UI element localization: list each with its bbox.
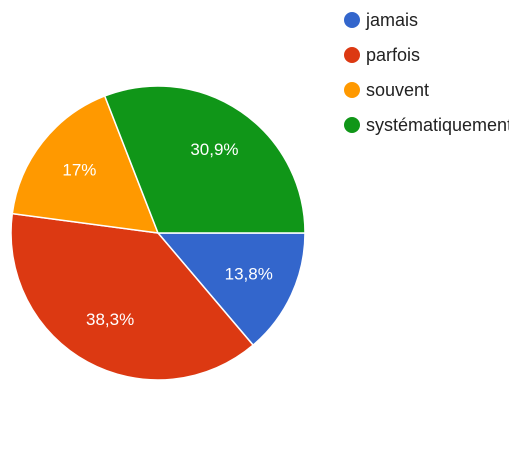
pie-slice-label-systematiquement: 30,9%: [190, 140, 238, 159]
pie-slice-label-jamais: 13,8%: [225, 264, 273, 283]
legend-label-souvent: souvent: [366, 79, 430, 100]
legend-label-parfois: parfois: [366, 44, 421, 65]
legend-swatch-parfois: [344, 47, 360, 63]
pie-slice-label-souvent: 17%: [62, 161, 96, 180]
chart-legend: jamais parfois souvent systématiquement: [344, 8, 509, 137]
pie-slice-labels: 13,8% 38,3% 17% 30,9%: [62, 140, 272, 329]
legend-item-souvent[interactable]: souvent: [344, 78, 509, 102]
pie-slice-parfois[interactable]: [10, 212, 255, 381]
pie-slice-label-parfois: 38,3%: [86, 310, 134, 329]
pie-slices: [10, 85, 306, 381]
legend-item-parfois[interactable]: parfois: [344, 43, 509, 67]
legend-label-jamais: jamais: [366, 9, 419, 30]
legend-swatch-systematiquement: [344, 117, 360, 133]
pie-slice-jamais[interactable]: [156, 232, 306, 347]
legend-swatch-jamais: [344, 12, 360, 28]
legend-item-jamais[interactable]: jamais: [344, 8, 509, 32]
legend-label-systematiquement: systématiquement: [366, 114, 509, 135]
pie-slice-souvent[interactable]: [11, 95, 160, 234]
pie-slice-systematiquement[interactable]: [103, 85, 306, 234]
legend-swatch-souvent: [344, 82, 360, 98]
legend-item-systematiquement[interactable]: systématiquement: [344, 113, 509, 137]
